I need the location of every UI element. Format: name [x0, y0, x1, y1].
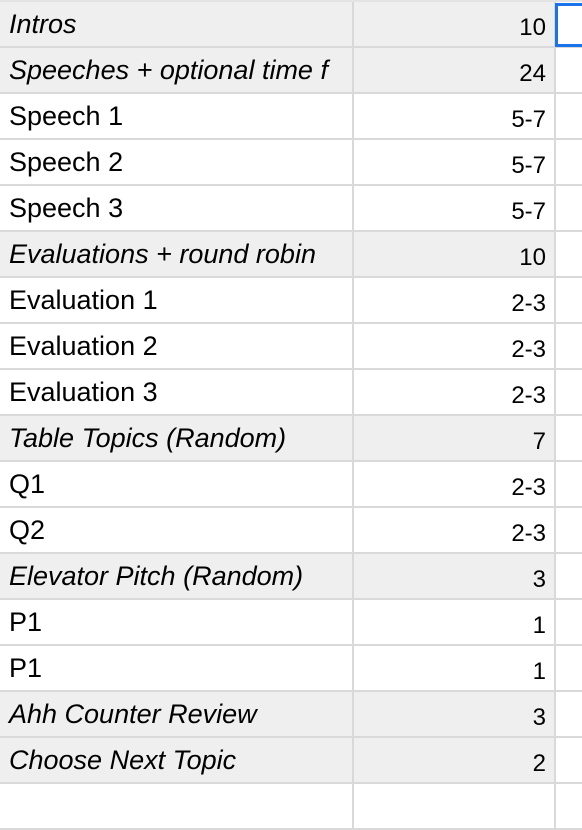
cell-minutes[interactable]: 5-7 [354, 186, 556, 230]
cell-empty[interactable] [556, 508, 582, 552]
cell-empty[interactable] [556, 370, 582, 414]
table-row: Choose Next Topic 2 [0, 738, 582, 784]
cell-minutes[interactable]: 5-7 [354, 140, 556, 184]
cell-empty[interactable] [556, 232, 582, 276]
table-row: Q1 2-3 [0, 462, 582, 508]
cell-empty[interactable] [556, 784, 582, 828]
table-row: Intros 10 [0, 2, 582, 48]
cell-activity[interactable]: Elevator Pitch (Random) [0, 554, 354, 598]
cell-activity[interactable]: Choose Next Topic [0, 738, 354, 782]
cell-minutes[interactable]: 2 [354, 738, 556, 782]
cell-empty[interactable] [556, 186, 582, 230]
cell-empty[interactable] [556, 278, 582, 322]
cell-minutes[interactable]: 1 [354, 600, 556, 644]
cell-activity[interactable]: Speech 3 [0, 186, 354, 230]
cell-minutes[interactable]: 10 [354, 232, 556, 276]
table-row: Evaluation 3 2-3 [0, 370, 582, 416]
cell-minutes[interactable]: 1 [354, 646, 556, 690]
cell-minutes[interactable]: 10 [354, 2, 556, 46]
cell-empty[interactable] [556, 692, 582, 736]
cell-activity[interactable]: Speech 2 [0, 140, 354, 184]
cell-activity[interactable]: Evaluation 1 [0, 278, 354, 322]
cell-activity[interactable]: Table Topics (Random) [0, 416, 354, 460]
table-row: Ahh Counter Review 3 [0, 692, 582, 738]
cell-activity[interactable]: Q1 [0, 462, 354, 506]
cell-activity[interactable]: Evaluation 2 [0, 324, 354, 368]
cell-minutes[interactable]: 24 [354, 48, 556, 92]
table-row: Table Topics (Random) 7 [0, 416, 582, 462]
table-row: Evaluation 2 2-3 [0, 324, 582, 370]
cell-empty[interactable] [556, 600, 582, 644]
cell-minutes[interactable]: 2-3 [354, 278, 556, 322]
cell-empty[interactable] [556, 94, 582, 138]
table-row: Speeches + optional time f 24 [0, 48, 582, 94]
table-row: Q2 2-3 [0, 508, 582, 554]
cell-activity[interactable]: Intros [0, 2, 354, 46]
cell-empty[interactable] [556, 738, 582, 782]
cell-empty[interactable] [556, 462, 582, 506]
cell-empty[interactable] [556, 140, 582, 184]
cell-activity[interactable]: Ahh Counter Review [0, 692, 354, 736]
table-row: Speech 1 5-7 [0, 94, 582, 140]
cell-empty[interactable] [556, 2, 582, 46]
cell-minutes[interactable]: 2-3 [354, 324, 556, 368]
table-row: Speech 3 5-7 [0, 186, 582, 232]
table-row: Speech 2 5-7 [0, 140, 582, 186]
cell-empty[interactable] [556, 324, 582, 368]
cell-minutes[interactable]: 2-3 [354, 462, 556, 506]
cell-minutes[interactable]: 2-3 [354, 508, 556, 552]
table-row: P1 1 [0, 646, 582, 692]
cell-minutes[interactable]: 7 [354, 416, 556, 460]
table-row: P1 1 [0, 600, 582, 646]
cell-minutes[interactable]: 5-7 [354, 94, 556, 138]
cell-activity[interactable]: Evaluations + round robin [0, 232, 354, 276]
cell-minutes[interactable]: 3 [354, 692, 556, 736]
table-row: Elevator Pitch (Random) 3 [0, 554, 582, 600]
cell-activity[interactable] [0, 784, 354, 828]
table-row [0, 784, 582, 830]
cell-minutes[interactable]: 2-3 [354, 370, 556, 414]
cell-minutes[interactable]: 3 [354, 554, 556, 598]
cell-activity[interactable]: P1 [0, 600, 354, 644]
cell-empty[interactable] [556, 416, 582, 460]
table-row: Evaluations + round robin 10 [0, 232, 582, 278]
cell-selection-outline [555, 3, 582, 47]
cell-minutes[interactable] [354, 784, 556, 828]
cell-activity[interactable]: Q2 [0, 508, 354, 552]
cell-activity[interactable]: P1 [0, 646, 354, 690]
table-row: Evaluation 1 2-3 [0, 278, 582, 324]
cell-activity[interactable]: Evaluation 3 [0, 370, 354, 414]
cell-activity[interactable]: Speech 1 [0, 94, 354, 138]
cell-empty[interactable] [556, 646, 582, 690]
cell-activity[interactable]: Speeches + optional time f [0, 48, 354, 92]
cell-empty[interactable] [556, 554, 582, 598]
cell-empty[interactable] [556, 48, 582, 92]
